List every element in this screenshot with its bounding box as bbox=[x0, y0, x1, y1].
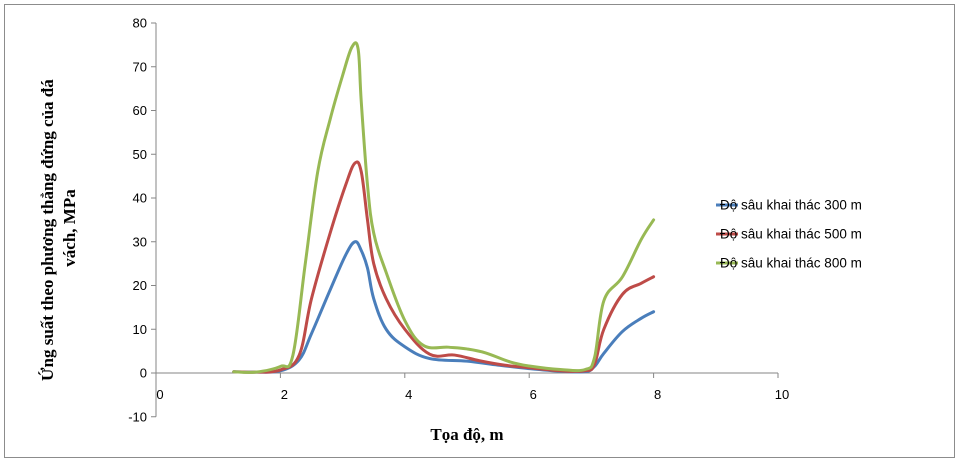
x-tick-label: 10 bbox=[775, 387, 789, 402]
y-tick-label: 30 bbox=[133, 234, 147, 249]
y-tick-label: 10 bbox=[133, 322, 147, 337]
y-axis-title-line-2: vách, MPa bbox=[60, 189, 79, 267]
y-tick-label: 40 bbox=[133, 191, 147, 206]
x-tick-label: 2 bbox=[281, 387, 288, 402]
legend-label: Độ sâu khai thác 500 m bbox=[720, 227, 862, 242]
legend-item-1: Độ sâu khai thác 300 m bbox=[716, 198, 862, 213]
y-axis: -10 0 10 20 30 40 50 60 70 80 bbox=[128, 16, 157, 424]
series-line-2 bbox=[232, 160, 656, 374]
y-axis-title-line-1: Ứng suất theo phương thẳng đứng của đá bbox=[38, 79, 57, 381]
y-tick-label: 0 bbox=[140, 366, 147, 381]
legend-item-2: Độ sâu khai thác 500 m bbox=[716, 227, 862, 242]
series-line-1 bbox=[232, 240, 656, 374]
x-tick-label: 8 bbox=[654, 387, 661, 402]
series-line-3 bbox=[232, 41, 656, 374]
y-tick-label: 60 bbox=[133, 103, 147, 118]
x-axis: 0 2 4 6 8 10 bbox=[155, 372, 789, 402]
legend: Độ sâu khai thác 300 m Độ sâu khai thác 5… bbox=[716, 198, 862, 271]
x-axis-title: Tọa độ, m bbox=[430, 425, 503, 444]
y-tick-label: 50 bbox=[133, 147, 147, 162]
x-tick-label: 6 bbox=[530, 387, 537, 402]
x-tick-label: 4 bbox=[405, 387, 412, 402]
legend-label: Độ sâu khai thác 300 m bbox=[720, 198, 862, 213]
series-lines bbox=[232, 41, 656, 374]
legend-item-3: Độ sâu khai thác 800 m bbox=[716, 256, 862, 271]
y-axis-title: Ứng suất theo phương thẳng đứng của đá v… bbox=[38, 75, 79, 381]
y-tick-label: -10 bbox=[128, 409, 147, 424]
y-tick-label: 70 bbox=[133, 59, 147, 74]
legend-label: Độ sâu khai thác 800 m bbox=[720, 256, 862, 271]
x-tick-label: 0 bbox=[156, 387, 163, 402]
y-tick-label: 80 bbox=[133, 16, 147, 31]
y-tick-label: 20 bbox=[133, 278, 147, 293]
chart-frame bbox=[4, 4, 955, 458]
